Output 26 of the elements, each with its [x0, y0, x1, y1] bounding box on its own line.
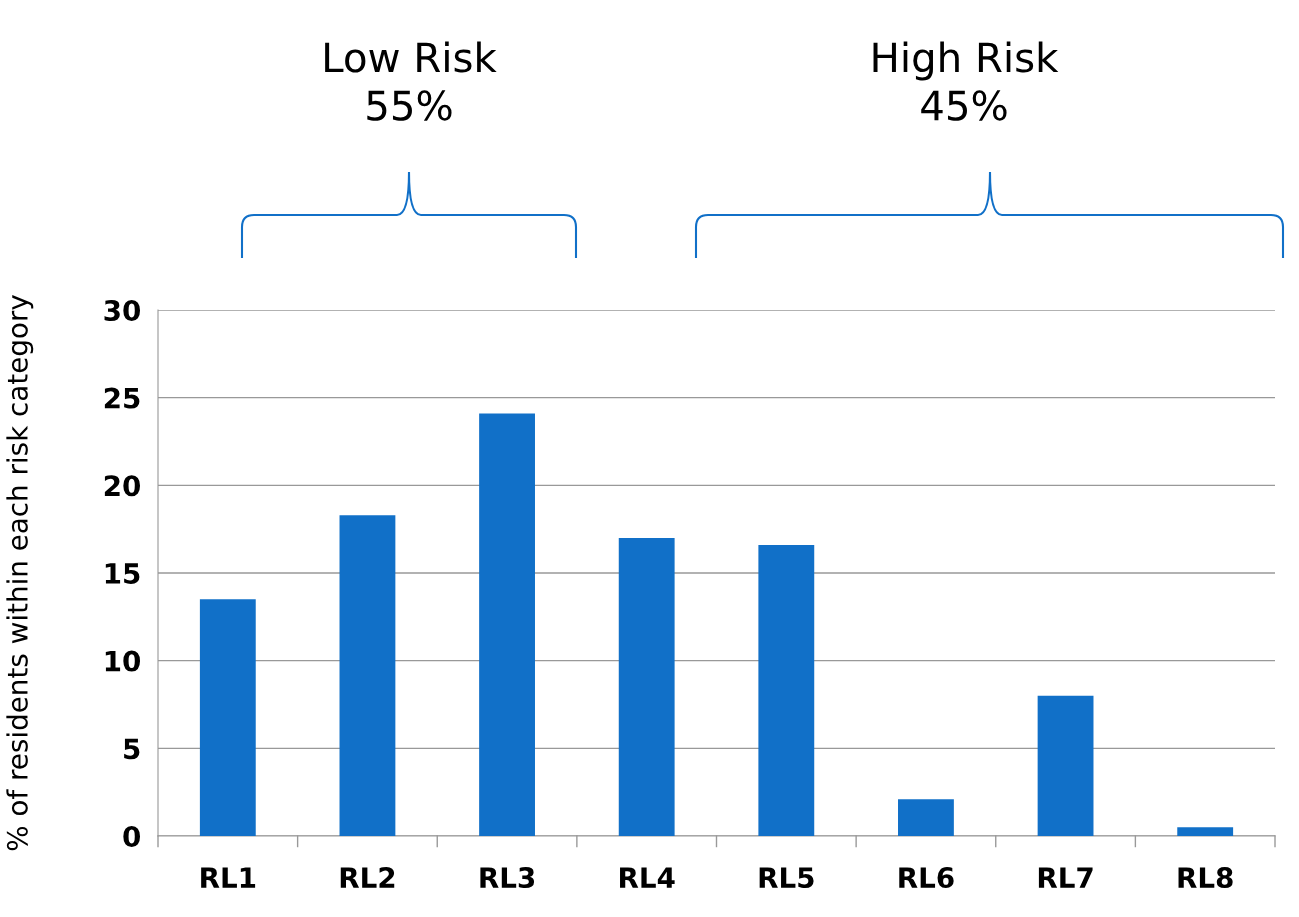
- y-tick-label: 5: [124, 738, 140, 760]
- text: High Risk 45%: [873, 41, 1059, 121]
- text: Low Risk 55%: [325, 41, 497, 121]
- x-tick-label: RL7: [1038, 867, 1093, 888]
- y-axis-title: % of residents within each risk category: [6, 295, 34, 851]
- x-tick-label: RL3: [480, 867, 535, 889]
- y-tick-label: 25: [104, 387, 140, 409]
- bar: [339, 515, 396, 836]
- x-tick-label: RL6: [899, 867, 954, 889]
- y-tick-label: 10: [105, 650, 141, 672]
- bar: [199, 599, 256, 836]
- y-tick-label: 15: [105, 563, 140, 584]
- bar: [1177, 827, 1234, 836]
- bar: [479, 413, 535, 836]
- y-tick-label: 20: [104, 475, 141, 497]
- y-tick-label: 30: [104, 299, 141, 321]
- x-tick-label: RL2: [340, 867, 395, 888]
- bar: [618, 537, 675, 836]
- x-tick-label: RL8: [1178, 867, 1233, 889]
- x-tick-label: RL4: [620, 867, 675, 888]
- bar: [758, 544, 815, 836]
- x-tick-label: RL5: [759, 867, 814, 889]
- bar: [1037, 695, 1094, 836]
- x-tick-label: RL1: [201, 867, 256, 888]
- y-tick-label: 0: [123, 825, 141, 847]
- bar: [898, 799, 954, 836]
